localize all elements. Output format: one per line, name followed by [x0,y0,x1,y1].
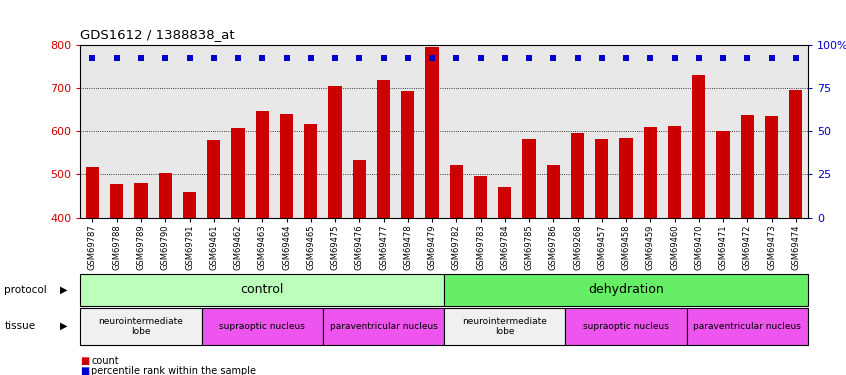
Point [692,55,706,61]
Text: supraoptic nucleus: supraoptic nucleus [583,322,669,331]
Bar [280,114,294,375]
Bar [667,126,681,375]
Bar [85,166,99,375]
Point [595,55,608,61]
Text: supraoptic nucleus: supraoptic nucleus [219,322,305,331]
Point [765,55,778,61]
Point [498,55,512,61]
Bar [135,183,148,375]
Text: tissue: tissue [4,321,36,331]
Point [426,55,439,61]
Bar [231,128,244,375]
Point [547,55,560,61]
Point [158,55,172,61]
Text: ■: ■ [80,356,90,366]
Bar [207,140,221,375]
Bar [595,139,608,375]
Point [571,55,585,61]
Point [280,55,294,61]
Bar [255,111,269,375]
Bar [474,176,487,375]
Point [231,55,244,61]
Bar [619,138,633,375]
Point [85,55,99,61]
Point [667,55,681,61]
Bar [644,127,657,375]
Text: dehydration: dehydration [588,283,664,296]
Bar [353,160,366,375]
Text: paraventricular nucleus: paraventricular nucleus [694,322,801,331]
Point [644,55,657,61]
Point [110,55,124,61]
Point [376,55,390,61]
Text: percentile rank within the sample: percentile rank within the sample [91,366,256,375]
Point [353,55,366,61]
Text: GDS1612 / 1388838_at: GDS1612 / 1388838_at [80,28,235,41]
Point [135,55,148,61]
Bar [304,124,317,375]
Bar [571,134,585,375]
Bar [376,80,390,375]
Bar [328,86,342,375]
Text: ■: ■ [80,366,90,375]
Point [183,55,196,61]
Text: paraventricular nucleus: paraventricular nucleus [330,322,437,331]
Bar [183,192,196,375]
Point [717,55,730,61]
Bar [158,173,172,375]
Point [401,55,415,61]
Point [449,55,463,61]
Text: ▶: ▶ [60,321,67,331]
Point [207,55,221,61]
Bar [717,131,730,375]
Text: neurointermediate
lobe: neurointermediate lobe [99,316,184,336]
Bar [522,139,536,375]
Text: ▶: ▶ [60,285,67,295]
Bar [449,165,463,375]
Point [255,55,269,61]
Point [740,55,754,61]
Bar [740,115,754,375]
Point [328,55,342,61]
Text: protocol: protocol [4,285,47,295]
Point [304,55,317,61]
Bar [547,165,560,375]
Bar [498,188,512,375]
Text: count: count [91,356,119,366]
Text: neurointermediate
lobe: neurointermediate lobe [463,316,547,336]
Point [789,55,803,61]
Point [474,55,487,61]
Bar [692,75,706,375]
Bar [110,184,124,375]
Bar [765,116,778,375]
Bar [401,91,415,375]
Bar [426,47,439,375]
Point [522,55,536,61]
Point [619,55,633,61]
Bar [789,90,803,375]
Text: control: control [240,283,284,296]
